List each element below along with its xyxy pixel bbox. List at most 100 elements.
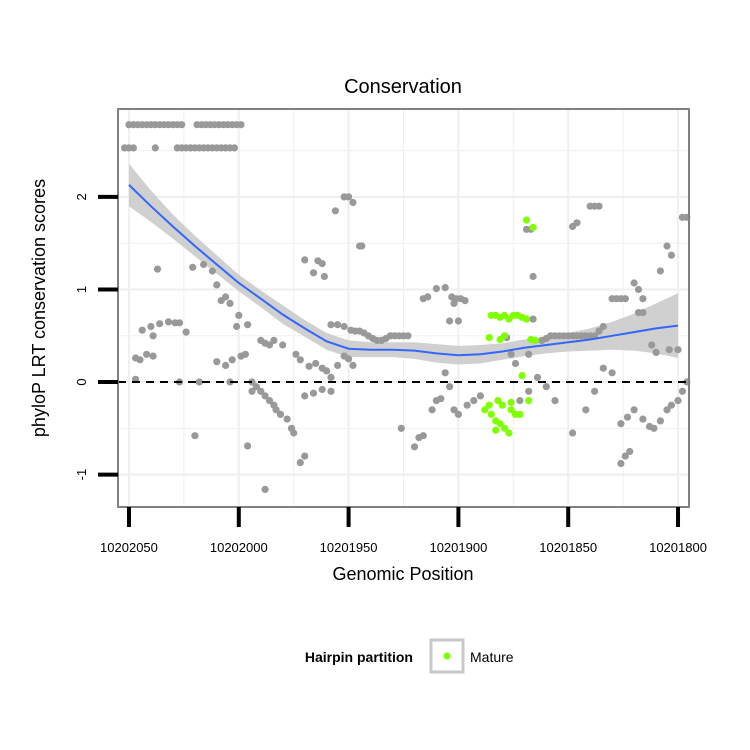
data-point — [428, 406, 436, 414]
data-point — [634, 285, 643, 294]
data-point — [309, 269, 318, 277]
data-point — [652, 348, 660, 356]
data-point — [200, 260, 208, 269]
data-point — [318, 260, 326, 268]
data-point — [228, 356, 236, 364]
data-point — [301, 256, 309, 264]
data-point — [164, 318, 173, 326]
data-point — [136, 356, 144, 364]
data-point — [182, 328, 190, 336]
data-point — [235, 311, 243, 319]
data-point — [261, 485, 269, 493]
data-point — [404, 332, 412, 340]
confidence-band — [129, 163, 678, 365]
data-point — [450, 299, 458, 307]
grid-lines — [118, 109, 689, 507]
data-point — [591, 387, 599, 395]
data-point — [129, 144, 137, 152]
data-point — [237, 121, 245, 129]
data-point — [195, 378, 203, 386]
data-point — [153, 265, 162, 273]
data-point — [138, 326, 146, 334]
mature-point — [498, 401, 506, 409]
data-point — [301, 452, 309, 460]
data-point — [276, 410, 285, 418]
data-point — [334, 361, 342, 369]
y-axis: -1 0 1 2 — [74, 193, 118, 480]
data-point — [648, 341, 656, 349]
data-point — [358, 242, 366, 250]
data-point — [595, 202, 603, 210]
data-point — [222, 361, 230, 369]
data-point — [265, 397, 274, 405]
data-point — [272, 406, 280, 414]
data-point — [305, 362, 313, 370]
data-point — [454, 317, 462, 325]
data-point — [320, 272, 328, 281]
mature-point — [500, 332, 509, 340]
mature-point — [507, 406, 515, 414]
data-point — [318, 385, 326, 394]
data-point — [608, 369, 616, 377]
y-tick-label: -1 — [74, 469, 89, 481]
data-point — [244, 442, 252, 450]
data-point — [626, 447, 634, 456]
data-point — [599, 364, 607, 372]
data-point — [529, 272, 537, 281]
data-point — [327, 373, 335, 381]
data-point — [639, 295, 647, 303]
x-tick-label: 10201800 — [649, 540, 707, 555]
mature-point — [485, 401, 493, 409]
data-point — [252, 383, 260, 391]
points-layer — [121, 121, 691, 493]
data-point — [334, 321, 342, 329]
mature-point — [525, 397, 533, 405]
data-point — [410, 443, 419, 451]
data-point — [226, 299, 234, 307]
data-point — [663, 242, 671, 250]
mature-point — [492, 426, 500, 434]
data-point — [529, 315, 537, 323]
x-axis-title: Genomic Position — [332, 564, 473, 584]
data-point — [340, 322, 348, 331]
data-point — [630, 406, 638, 414]
mature-point — [531, 336, 539, 344]
x-tick-label: 10201850 — [539, 540, 597, 555]
data-point — [678, 387, 687, 395]
data-point — [446, 317, 454, 325]
data-point — [437, 395, 445, 403]
smooth-line-layer — [128, 184, 679, 357]
data-point — [419, 432, 427, 440]
data-point — [667, 401, 676, 409]
data-point — [656, 417, 665, 425]
data-point — [542, 383, 550, 391]
data-point — [292, 350, 300, 358]
data-point — [623, 413, 632, 421]
data-point — [674, 346, 682, 354]
data-point — [327, 387, 335, 395]
data-point — [656, 267, 665, 275]
mature-point — [522, 216, 531, 224]
data-point — [233, 322, 241, 331]
legend-key-box — [429, 638, 465, 674]
legend-key-mature — [443, 652, 451, 660]
confidence-band-layer — [129, 163, 678, 365]
data-point — [569, 429, 577, 437]
mature-point — [516, 410, 524, 418]
data-point — [525, 387, 533, 395]
data-point — [244, 321, 252, 329]
y-tick-label: 0 — [74, 378, 89, 385]
data-point — [230, 144, 238, 152]
data-point — [175, 319, 184, 327]
data-point — [189, 263, 197, 271]
data-point — [599, 322, 607, 331]
data-point — [441, 284, 449, 292]
data-point — [213, 281, 221, 289]
x-tick-label: 10202000 — [210, 540, 268, 555]
data-point — [639, 309, 647, 317]
data-point — [156, 320, 164, 328]
data-point — [621, 295, 629, 303]
data-point — [331, 207, 339, 215]
chart-title: Conservation — [344, 76, 462, 98]
data-point — [248, 387, 256, 395]
